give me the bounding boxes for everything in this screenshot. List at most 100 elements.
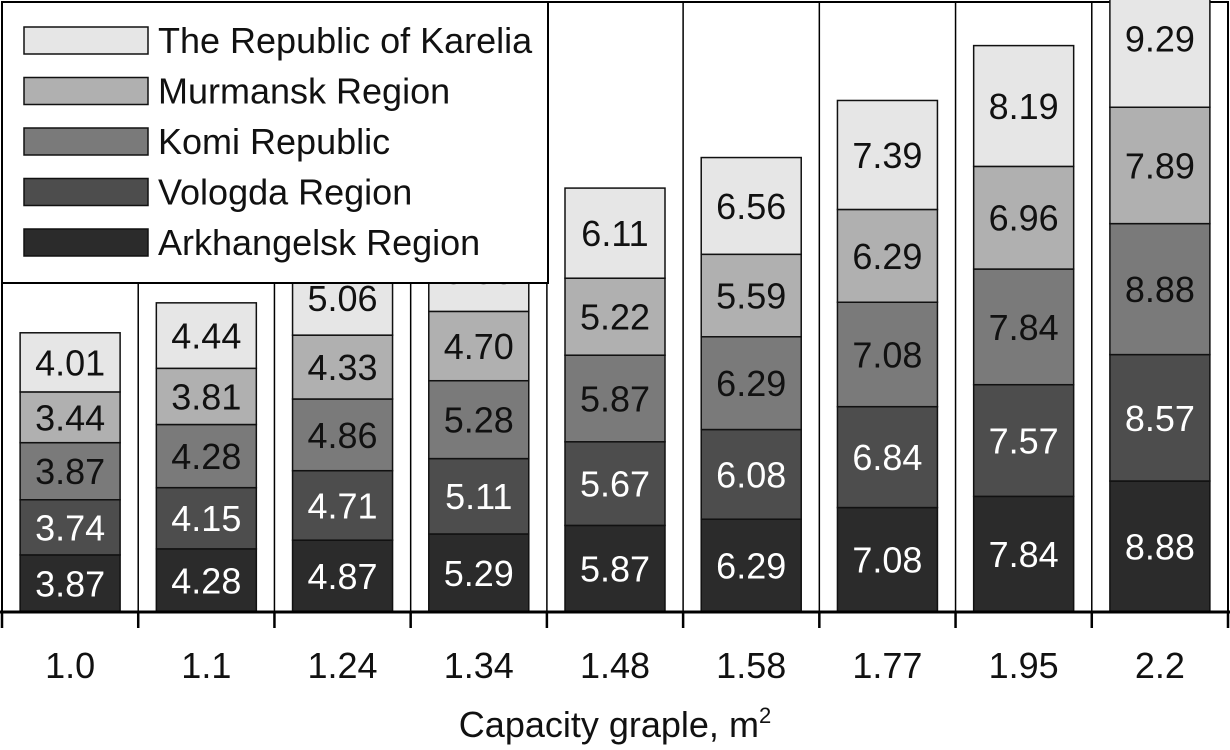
data-label: 5.22 (580, 297, 650, 338)
legend-swatch (23, 127, 149, 156)
bar-segment (1109, 222, 1211, 356)
x-tick-label: 1.0 (45, 645, 95, 686)
data-label: 4.71 (308, 485, 378, 526)
legend-swatch (23, 177, 149, 207)
data-label: 8.19 (989, 86, 1059, 127)
data-label: 7.08 (852, 334, 922, 375)
x-tick-label: 1.24 (308, 645, 378, 686)
bar-segment (836, 405, 939, 509)
legend-label: The Republic of Karelia (158, 20, 533, 61)
bar-segment (291, 469, 394, 541)
data-label: 4.28 (171, 560, 241, 601)
data-label: 6.96 (989, 198, 1059, 239)
x-tick-label: 1.77 (852, 645, 922, 686)
data-label: 7.84 (989, 307, 1059, 348)
bar-segment (428, 457, 530, 535)
data-label: 7.84 (989, 534, 1059, 575)
data-label: 5.87 (580, 549, 650, 590)
bar-segment (19, 391, 121, 444)
x-tick-label: 1.1 (181, 645, 231, 686)
x-tick-label: 1.34 (444, 645, 514, 686)
bar-segment (291, 398, 394, 472)
x-axis-title-superscript: 2 (759, 703, 771, 728)
bar-segment (291, 334, 394, 400)
data-label: 4.15 (171, 498, 241, 539)
bar-segment (155, 548, 258, 613)
data-label: 3.74 (35, 507, 105, 548)
bar-segment (700, 428, 802, 520)
bar-segment (1109, 480, 1211, 613)
data-label: 9.29 (1125, 19, 1195, 60)
data-label: 7.57 (989, 420, 1059, 461)
legend: The Republic of Karelia Murmansk Region Ko… (1, 1, 549, 284)
bar-segment (155, 302, 258, 370)
x-tick-label: 2.2 (1135, 645, 1185, 686)
legend-label: Arkhangelsk Region (158, 222, 480, 263)
x-tick-label: 1.95 (989, 645, 1059, 686)
bar-segment (700, 253, 802, 338)
data-label: 5.87 (580, 378, 650, 419)
bar-segment (155, 367, 258, 426)
data-label: 5.28 (444, 400, 514, 441)
data-label: 3.44 (35, 397, 105, 438)
bar-segment (836, 208, 939, 303)
data-label: 4.44 (171, 316, 241, 357)
bar-segment (1109, 353, 1211, 482)
data-label: 7.89 (1125, 145, 1195, 186)
legend-swatch (23, 76, 149, 106)
data-label: 5.29 (444, 553, 514, 594)
bar-segment (972, 268, 1075, 386)
bar-segment (564, 354, 666, 443)
data-label: 7.08 (852, 540, 922, 581)
bar-segment (972, 383, 1075, 498)
legend-swatch (23, 228, 149, 257)
bar-segment (1109, 106, 1211, 225)
x-tick-label: 1.58 (716, 645, 786, 686)
data-label: 6.29 (716, 363, 786, 404)
bars-group: 3.87 3.74 3.87 3.44 4.01 4.28 4.15 4.28 3.81 4.44… (19, 0, 1211, 613)
data-label: 6.56 (716, 186, 786, 227)
data-label: 6.29 (852, 236, 922, 277)
bar-segment (700, 156, 802, 256)
bar-segment (836, 506, 939, 613)
legend-label: Murmansk Region (158, 71, 450, 112)
legend-label: Vologda Region (158, 172, 412, 213)
bar-segment (19, 499, 121, 556)
data-label: 6.11 (581, 213, 648, 254)
data-label: 3.87 (35, 451, 105, 492)
x-tick-label: 1.48 (580, 645, 650, 686)
data-label: 4.86 (308, 415, 378, 456)
data-label: 8.57 (1125, 398, 1195, 439)
data-label: 5.59 (716, 275, 786, 316)
data-label: 5.11 (445, 476, 512, 517)
data-label: 5.06 (308, 278, 378, 319)
data-label: 6.84 (852, 437, 922, 478)
bar-segment (700, 336, 802, 431)
x-axis-title: Capacity graple, m2 (459, 703, 771, 745)
data-label: 6.08 (716, 454, 786, 495)
data-label: 6.29 (716, 546, 786, 587)
data-label: 3.81 (171, 376, 241, 417)
data-label: 4.87 (308, 556, 378, 597)
bar-segment (564, 277, 666, 356)
data-label: 8.88 (1125, 526, 1195, 567)
bar-segment (19, 332, 121, 393)
data-label: 7.39 (852, 135, 922, 176)
bar-segment (155, 486, 258, 550)
legend-swatch (23, 26, 149, 55)
bar-segment (564, 441, 666, 527)
data-label: 5.67 (580, 464, 650, 505)
bar-segment (155, 423, 258, 489)
data-label: 4.01 (35, 342, 105, 383)
data-label: 4.28 (171, 436, 241, 477)
bar-segment (1109, 0, 1211, 109)
bar-segment (972, 44, 1075, 168)
bar-segment (564, 187, 666, 279)
bar-segment (19, 441, 121, 501)
bar-segment (972, 165, 1075, 270)
data-label: 3.87 (35, 563, 105, 604)
data-label: 4.33 (308, 347, 378, 388)
legend-label: Komi Republic (158, 121, 390, 162)
data-label: 8.88 (1125, 269, 1195, 310)
